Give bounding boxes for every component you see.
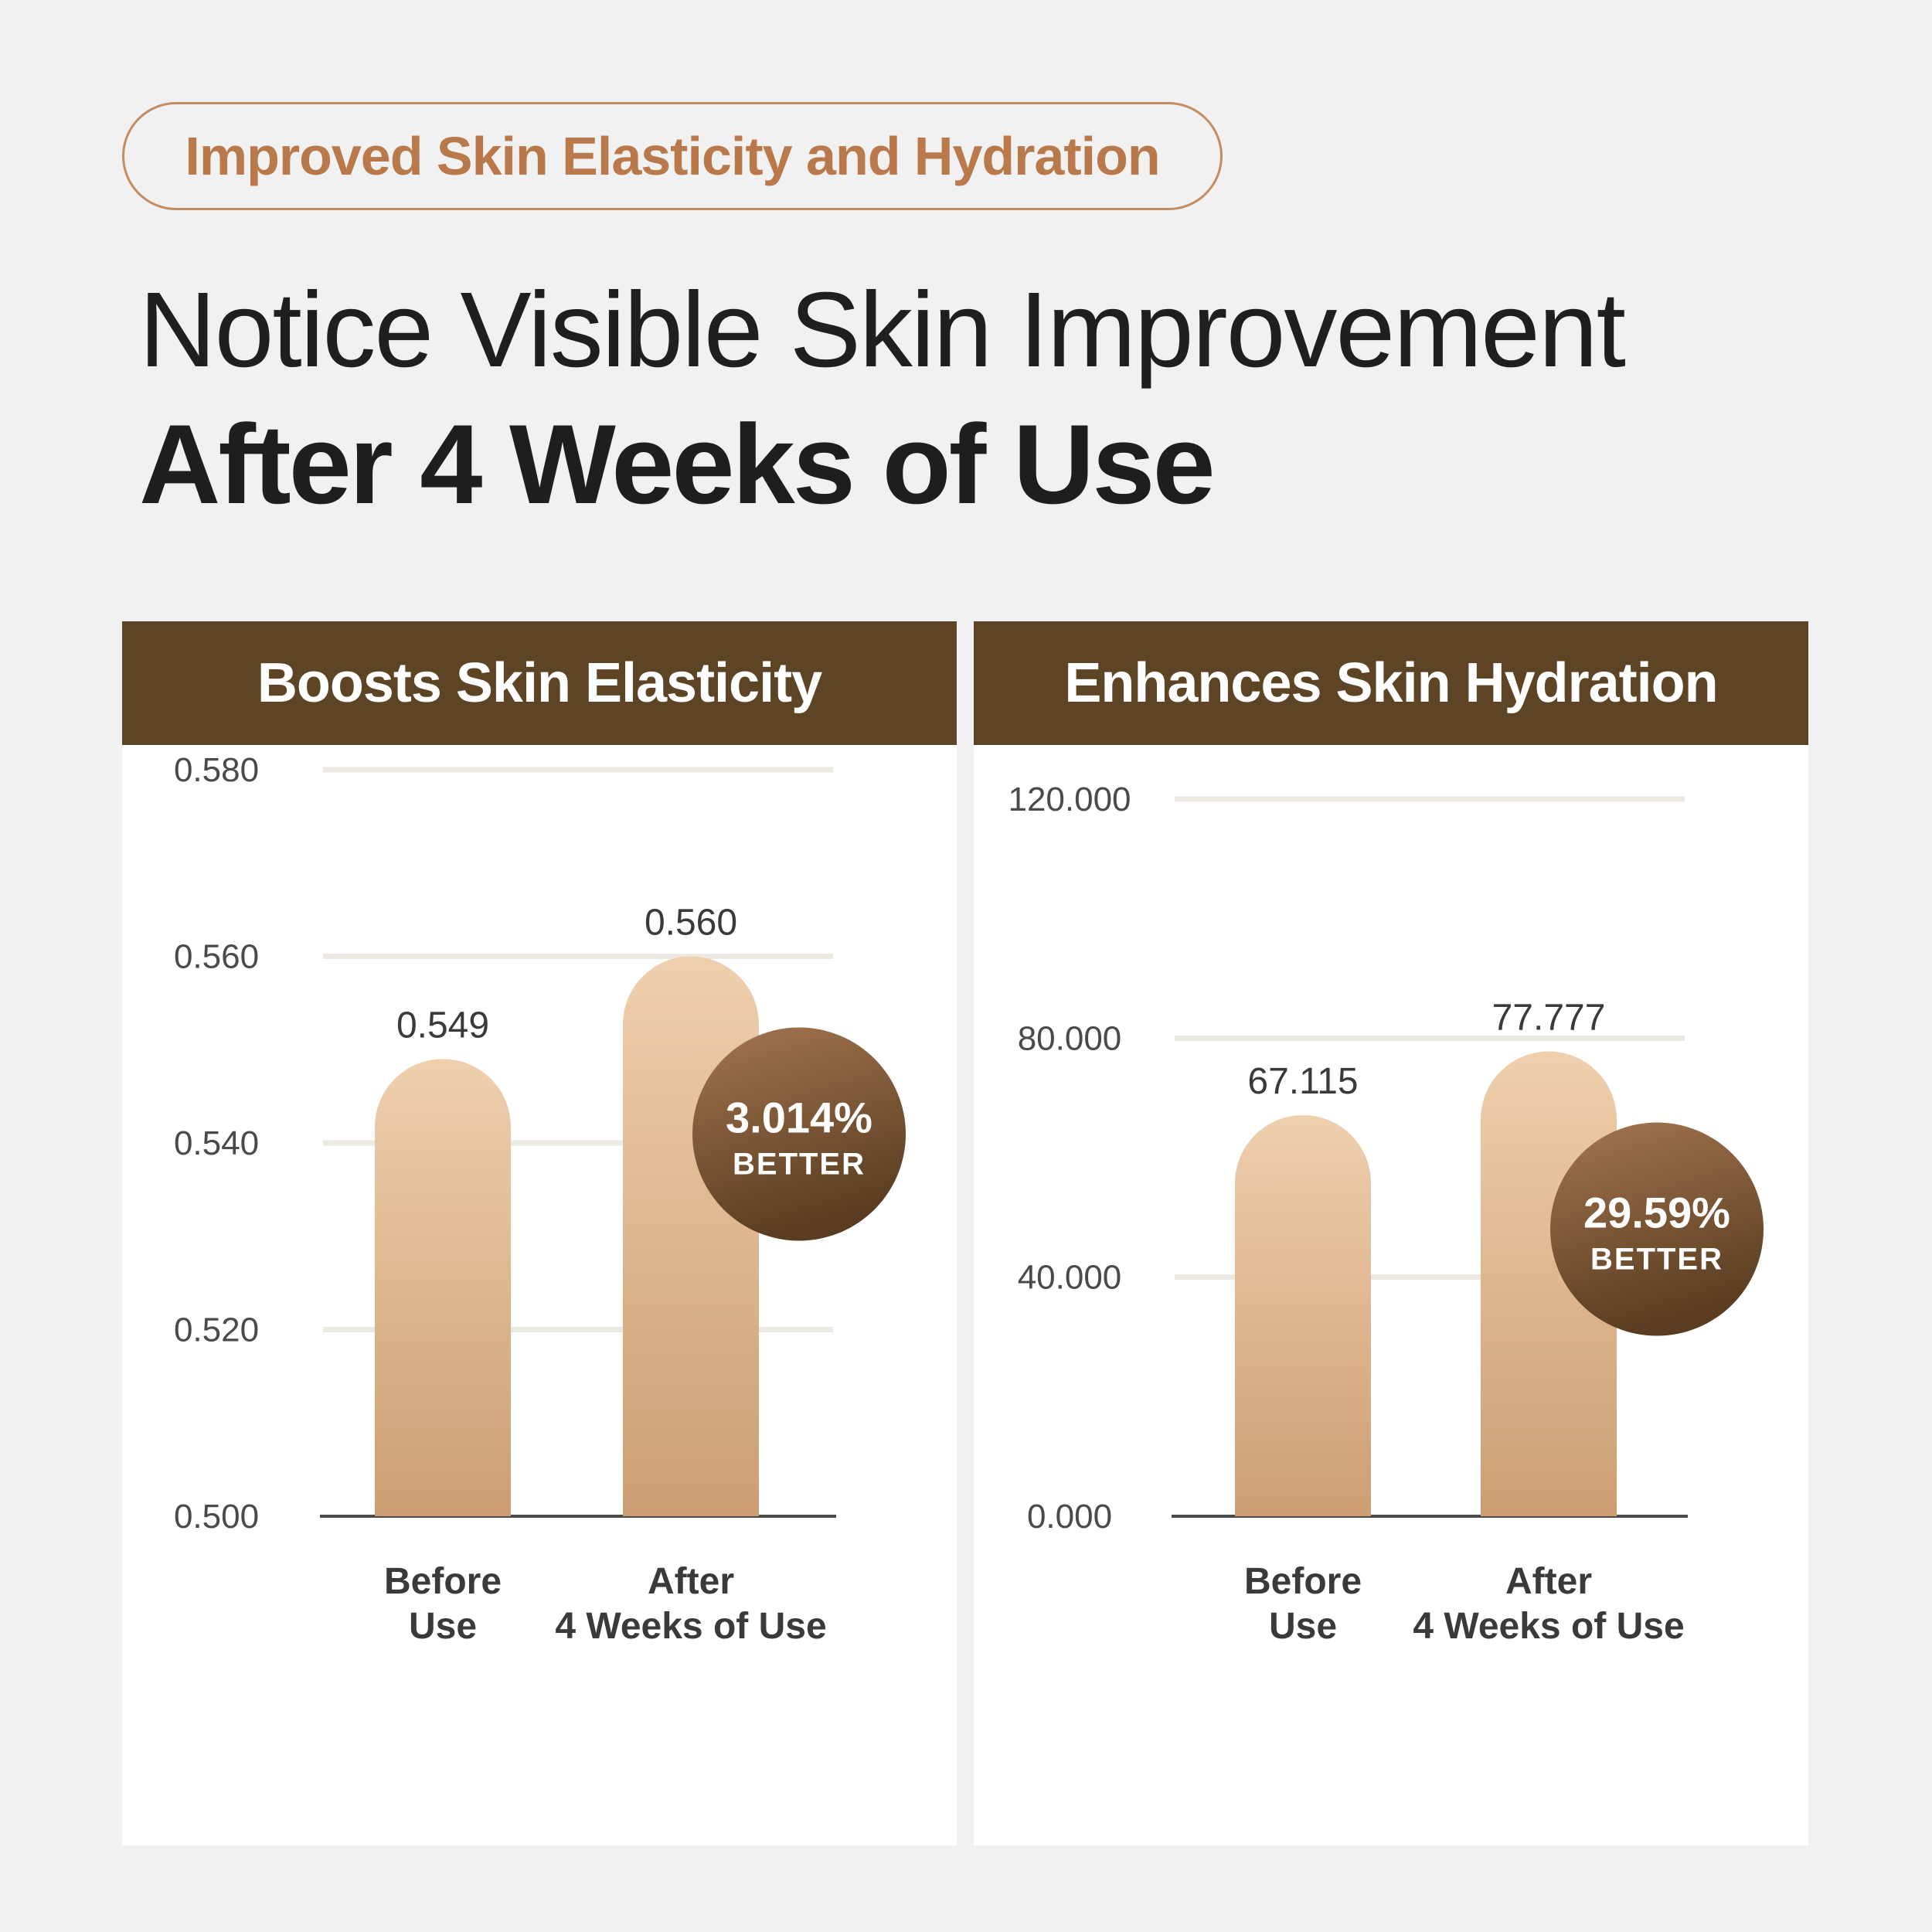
- headline-line2: After 4 Weeks of Use: [139, 401, 1216, 527]
- hydration-panel-title: Enhances Skin Hydration: [974, 621, 1808, 745]
- y-tick-label: 40.000: [1018, 1259, 1122, 1297]
- x-category-label: After: [648, 1561, 734, 1602]
- x-category-label: Use: [1269, 1606, 1337, 1647]
- hydration-panel: Enhances Skin Hydration 0.000 40.000 80.00…: [974, 621, 1808, 1845]
- improvement-badge: [692, 1027, 906, 1241]
- data-label: 0.560: [645, 903, 737, 944]
- data-label: 0.549: [396, 1005, 489, 1046]
- x-category-label: Use: [409, 1606, 477, 1647]
- badge-percent: 29.59%: [1583, 1189, 1730, 1237]
- improvement-badge: [1550, 1122, 1764, 1336]
- headline-line1: Notice Visible Skin Improvement: [139, 270, 1626, 389]
- x-category-label: Before: [1244, 1561, 1362, 1602]
- y-tick-label: 0.520: [174, 1311, 259, 1349]
- elasticity-panel-title: Boosts Skin Elasticity: [122, 621, 957, 745]
- data-label: 77.777: [1492, 998, 1606, 1039]
- x-category-label: After: [1505, 1561, 1592, 1602]
- bar: [623, 956, 759, 1516]
- x-category-label: 4 Weeks of Use: [555, 1606, 826, 1647]
- y-tick-label: 80.000: [1018, 1019, 1122, 1057]
- badge-label: BETTER: [733, 1148, 866, 1182]
- badge-percent: 3.014%: [726, 1094, 872, 1142]
- y-tick-label: 0.500: [174, 1498, 259, 1536]
- y-tick-label: 0.000: [1027, 1498, 1112, 1536]
- section-pill: Improved Skin Elasticity and Hydration: [122, 102, 1223, 210]
- pill-label: Improved Skin Elasticity and Hydration: [185, 126, 1160, 186]
- elasticity-panel: Boosts Skin Elasticity 0.500 0.520 0.540 0.…: [122, 621, 957, 1845]
- bar: [1235, 1114, 1371, 1516]
- y-tick-label: 0.540: [174, 1124, 259, 1162]
- badge-label: BETTER: [1590, 1243, 1723, 1277]
- data-label: 67.115: [1247, 1061, 1358, 1102]
- bar: [375, 1059, 511, 1516]
- y-tick-label: 0.560: [174, 938, 259, 976]
- y-tick-label: 120.000: [1008, 781, 1131, 818]
- x-category-label: Before: [384, 1561, 502, 1602]
- x-category-label: 4 Weeks of Use: [1413, 1606, 1684, 1647]
- y-tick-label: 0.580: [174, 751, 259, 789]
